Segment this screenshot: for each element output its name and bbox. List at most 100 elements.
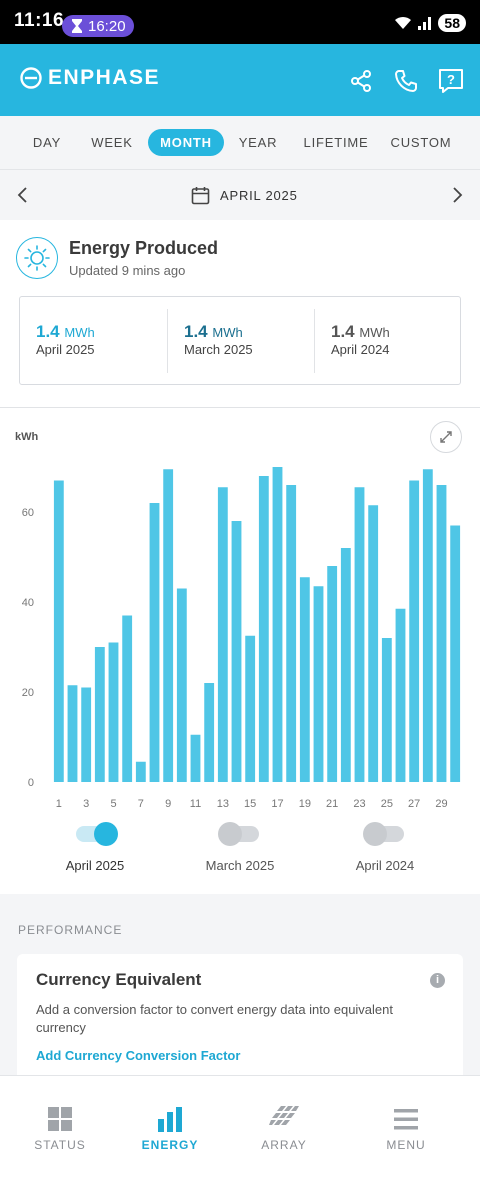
bar-day-21[interactable] [327,566,338,782]
tab-lifetime[interactable]: LIFETIME [303,135,369,150]
x-tick-label: 11 [190,798,201,810]
nav-energy[interactable]: ENERGY [110,1076,230,1176]
tab-year[interactable]: YEAR [238,135,278,150]
x-tick-label: 7 [138,798,144,810]
x-tick-label: 19 [299,798,311,810]
nav-array[interactable]: ARRAY [224,1076,344,1176]
prev-month-icon[interactable] [14,186,32,204]
bar-day-2[interactable] [67,685,78,782]
grid-icon [48,1107,72,1131]
timer-pill: 16:20 [62,15,134,37]
bar-day-11[interactable] [190,734,201,782]
bottom-navigation: STATUS ENERGY ARRAY MENU [0,1075,480,1178]
bar-day-5[interactable] [108,642,119,783]
bar-day-12[interactable] [204,683,215,782]
legend-label-april-2025: April 2025 [65,858,125,873]
bar-day-6[interactable] [122,615,133,783]
legend-toggle-april-2024[interactable] [363,822,404,846]
bar-day-9[interactable] [163,469,174,782]
legend-label-march-2025: March 2025 [205,858,275,873]
bar-day-30[interactable] [450,525,461,783]
bar-day-7[interactable] [135,761,146,782]
x-tick-label: 29 [435,798,447,810]
expand-chart-button[interactable] [430,421,462,453]
x-tick-label: 5 [110,798,116,810]
bar-day-29[interactable] [436,485,447,782]
bar-day-20[interactable] [313,586,324,782]
x-tick-label: 15 [244,798,256,810]
nav-status[interactable]: STATUS [0,1076,120,1176]
phone-icon[interactable] [393,68,419,94]
battery-indicator: 58 [438,14,466,32]
bar-day-19[interactable] [299,577,310,782]
total-previous-month-value: 1.4 MWh [184,322,243,341]
x-tick-label: 23 [353,798,365,810]
signal-icon [418,17,432,30]
tab-month[interactable]: MONTH [148,129,224,156]
bar-day-25[interactable] [381,638,392,782]
enphase-logo: ENPHASE [20,66,160,90]
legend-toggle-april-2025[interactable] [76,822,118,846]
bar-day-16[interactable] [258,476,269,782]
bar-day-28[interactable] [422,469,433,782]
bar-chart-icon [158,1107,182,1132]
tab-custom[interactable]: CUSTOM [390,135,452,150]
y-tick-label: 60 [22,507,34,519]
bar-day-17[interactable] [272,467,283,782]
legend-april-2025[interactable]: April 2025 [25,822,165,876]
next-month-icon[interactable] [448,186,466,204]
legend-march-2025[interactable]: March 2025 [170,822,310,876]
bar-day-13[interactable] [217,487,228,782]
energy-produced-card: Energy Produced Updated 9 mins ago 1.4 M… [0,220,480,894]
bar-day-8[interactable] [149,503,160,782]
legend-april-2024[interactable]: April 2024 [315,822,455,876]
tab-day[interactable]: DAY [32,135,62,150]
bar-day-4[interactable] [94,647,105,782]
bar-day-1[interactable] [53,480,64,783]
sun-icon-badge [16,237,58,279]
bar-day-26[interactable] [395,608,406,782]
tab-week[interactable]: WEEK [91,135,133,150]
bar-day-18[interactable] [286,485,297,782]
bar-day-22[interactable] [340,548,351,782]
x-tick-label: 27 [408,798,420,810]
calendar-icon[interactable] [191,186,210,205]
total-current: 1.4 MWh April 2025 [20,309,167,373]
bar-day-23[interactable] [354,487,365,782]
hamburger-icon [394,1109,418,1130]
x-tick-label: 13 [217,798,229,810]
hourglass-icon [72,19,82,33]
status-icons: 58 [394,14,466,32]
help-icon[interactable]: ? [438,68,464,94]
enphase-logo-icon [20,67,42,89]
legend-toggle-march-2025[interactable] [218,822,259,846]
currency-equivalent-card: Currency Equivalent i Add a conversion f… [17,954,463,1094]
solar-array-icon [269,1106,299,1125]
x-tick-label: 9 [165,798,171,810]
total-previous-year-label: April 2024 [331,342,390,357]
total-current-value: 1.4 MWh [36,322,95,341]
bar-day-15[interactable] [245,635,256,782]
sun-icon [23,244,50,271]
share-icon[interactable] [348,68,374,94]
y-tick-label: 0 [28,777,34,789]
bar-day-3[interactable] [81,687,92,783]
legend-label-april-2024: April 2024 [355,858,415,873]
currency-equivalent-description: Add a conversion factor to convert energ… [36,1002,393,1035]
currency-equivalent-title: Currency Equivalent [36,970,202,989]
add-currency-conversion-link[interactable]: Add Currency Conversion Factor [36,1048,241,1063]
period-tabs: DAY WEEK MONTH YEAR LIFETIME CUSTOM [0,116,480,170]
current-period-label[interactable]: APRIL 2025 [220,188,298,203]
bar-day-14[interactable] [231,521,242,782]
info-icon[interactable]: i [430,973,445,988]
bar-day-27[interactable] [409,480,420,783]
bar-day-24[interactable] [368,505,379,782]
nav-menu[interactable]: MENU [346,1076,466,1176]
last-updated-text: Updated 9 mins ago [69,263,186,278]
total-previous-month: 1.4 MWh March 2025 [167,309,314,373]
status-time: 11:16 [14,10,65,31]
x-tick-label: 25 [381,798,393,810]
bar-day-10[interactable] [176,588,187,783]
status-bar: 11:16 16:20 58 [0,0,480,44]
